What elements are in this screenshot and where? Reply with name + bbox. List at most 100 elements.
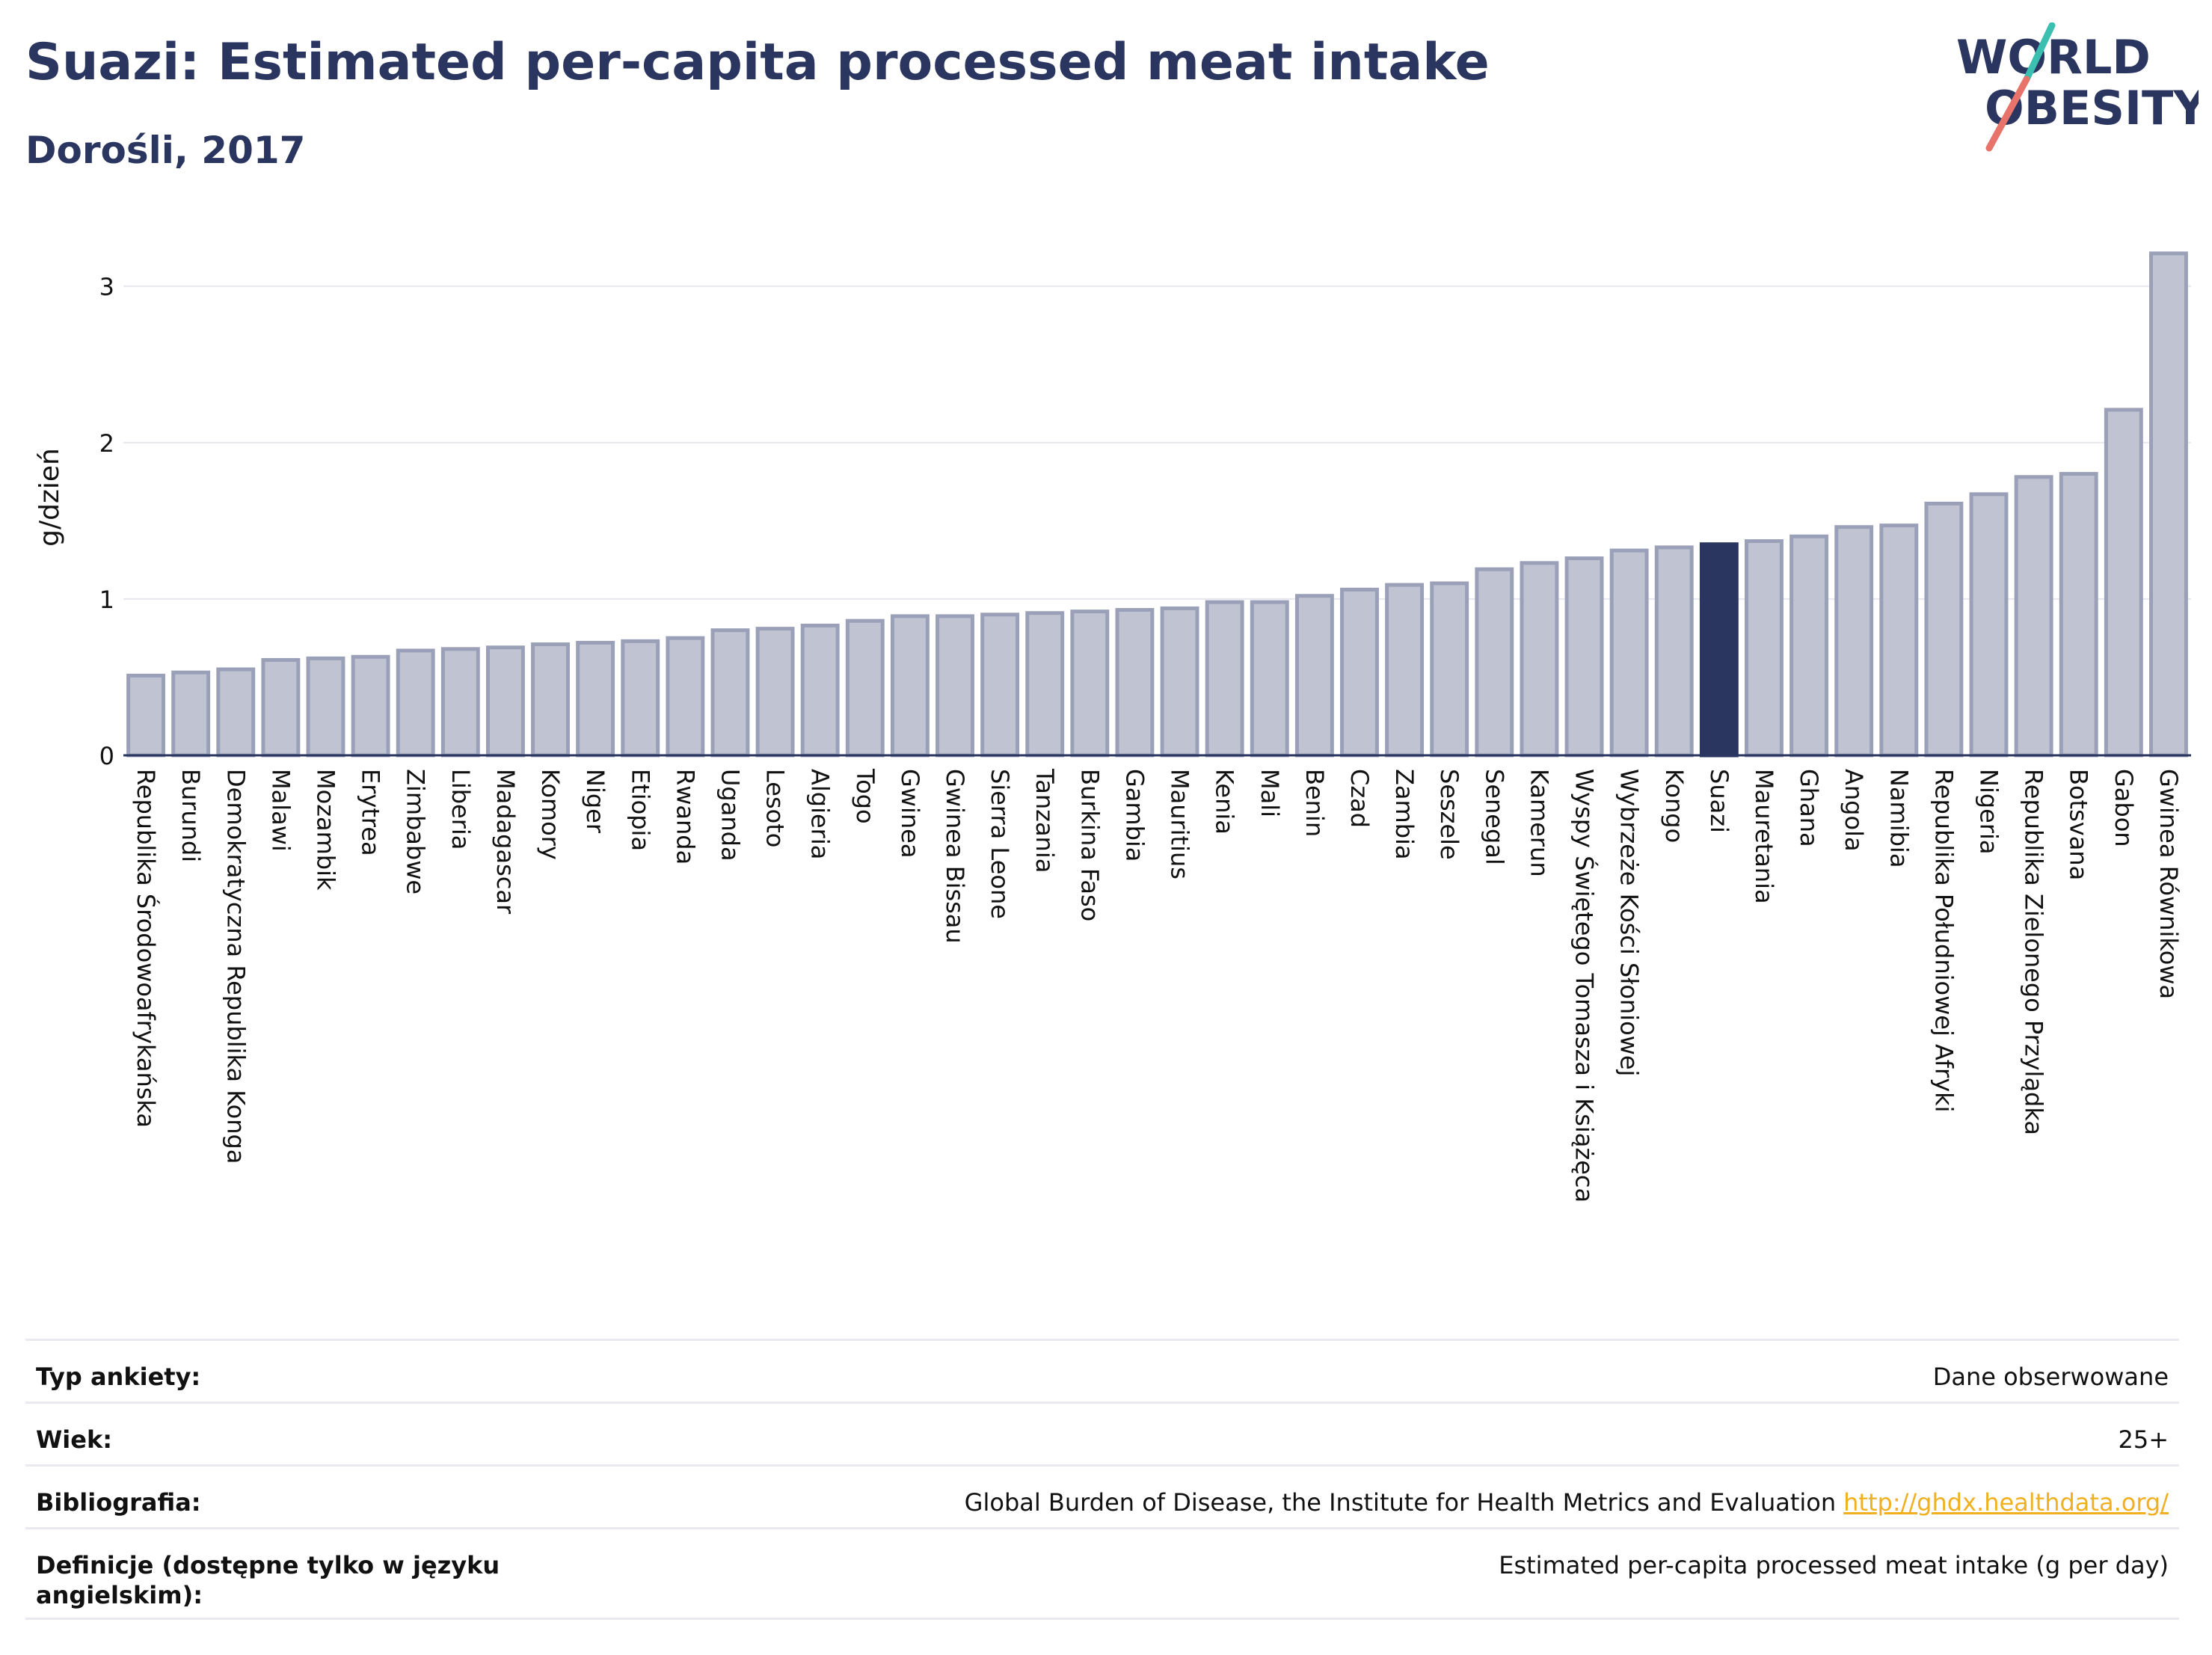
bibliography-text: Global Burden of Disease, the Institute … [964,1488,1837,1517]
bar [126,673,165,758]
info-value: Dane obserwowane [1932,1363,2169,1391]
bar [351,654,390,758]
bar [621,639,660,758]
x-tick-label: Kenia [1211,769,1239,835]
x-tick-label: Senegal [1480,769,1508,865]
x-tick-label: Benin [1300,769,1329,837]
logo-slash-teal [2023,22,2056,83]
x-tick-label: Kongo [1660,769,1689,843]
chart-title: Suazi: Estimated per-capita processed me… [25,33,1490,92]
bar [1025,611,1065,758]
bars [126,251,2188,758]
bar [261,657,301,758]
x-tick-label: Algieria [806,769,835,859]
info-value: Estimated per-capita processed meat inta… [1499,1551,2169,1579]
x-tick-label: Botsvana [2065,769,2093,880]
bar [1115,608,1155,758]
y-tick-label: 0 [99,742,114,770]
y-tick-label: 1 [99,586,114,614]
bar [710,628,750,758]
bar [1520,561,1559,758]
bar [755,627,795,758]
bar [1789,534,1829,758]
bar [1294,594,1334,758]
bibliography-link[interactable]: http://ghdx.healthdata.org/ [1843,1488,2169,1517]
bar [216,667,256,758]
x-tick-label: Zimbabwe [402,769,430,894]
x-tick-labels: Republika Środowoafrykańska Burundi Demokr… [132,768,2183,1203]
info-row-definitions: Definicje (dostępne tylko w języku angie… [25,1527,2179,1620]
x-tick-label: Czad [1345,769,1374,828]
x-tick-label: Lesoto [761,769,790,847]
x-tick-label: Togo [851,768,879,824]
bar [171,670,211,758]
bar [1609,548,1649,758]
y-axis-label: g/dzień [34,448,65,547]
bar [1070,610,1110,758]
x-tick-label: Burundi [176,769,205,862]
x-tick-label: Gwinea [896,769,924,858]
bar [531,642,570,758]
x-tick-label: Burkina Faso [1075,769,1104,921]
info-table: Typ ankiety: Dane obserwowane Wiek: 25+ … [25,1339,2179,1620]
x-tick-label: Madagascar [491,769,520,915]
world-obesity-logo: WORLD OBESITY [1956,22,2199,152]
bar [2104,408,2143,758]
x-tick-label: Zambia [1390,769,1419,860]
bar-chart: 0 1 2 3 Republika Środowoafrykańska Burundi D… [34,251,2191,1203]
bar [890,614,930,758]
y-tick-labels: 0 1 2 3 [99,273,114,770]
info-row-bibliography: Bibliografia: Global Burden of Disease, … [25,1464,2179,1527]
bar [845,618,885,758]
info-label: Typ ankiety: [36,1363,201,1391]
x-tick-label: Erytrea [357,769,385,856]
x-tick-label: Ghana [1795,769,1823,847]
bar [980,612,1020,758]
logo-text-obesity: OBESITY [1985,81,2199,135]
bar [1250,600,1289,758]
x-tick-label: Republika Południowej Afryki [1929,769,1958,1113]
x-tick-label: Niger [581,769,609,834]
bar [1745,539,1784,758]
x-tick-label: Tanzania [1030,768,1059,873]
logo-slash-red [1985,76,2030,152]
bar [800,623,840,758]
bar [2149,251,2188,758]
bar [1924,501,1964,758]
bar [1564,556,1604,758]
bar [1475,567,1514,758]
x-tick-label: Komory [536,769,565,860]
bar [1205,600,1244,758]
info-label: Definicje (dostępne tylko w języku angie… [36,1551,500,1609]
x-tick-label: Gabon [2110,769,2138,847]
x-tick-label: Gwinea Bissau [941,769,969,944]
x-tick-label: Etiopia [626,769,654,851]
bar [396,648,435,758]
x-tick-label: Demokratyczna Republika Konga [221,769,250,1164]
x-tick-label: Republika Środowoafrykańska [132,769,161,1128]
y-tick-label: 2 [99,429,114,458]
x-tick-label: Rwanda [671,769,699,865]
x-tick-label: Wyspy Świętego Tomasza i Książęca [1570,769,1600,1203]
bar [1160,606,1199,758]
bar [1879,523,1919,758]
x-tick-label: Angola [1840,769,1868,852]
chart-subtitle: Dorośli, 2017 [25,129,306,172]
x-tick-label: Malawi [266,769,295,852]
x-tick-label: Wybrzeże Kości Słoniowej [1615,769,1644,1076]
info-value: 25+ [2118,1425,2169,1454]
x-tick-label: Mali [1256,769,1284,817]
x-tick-label: Namibia [1884,769,1913,868]
x-tick-label: Gwinea Równikowa [2154,769,2183,999]
x-tick-label: Kamerun [1525,769,1553,877]
bar [1430,581,1469,758]
bar [485,645,525,758]
x-tick-label: Uganda [716,769,744,862]
info-row-age: Wiek: 25+ [25,1401,2179,1464]
bar [936,614,974,758]
info-row-survey-type: Typ ankiety: Dane obserwowane [25,1339,2179,1401]
info-label: Bibliografia: [36,1488,201,1517]
bar [306,656,345,758]
bar [2014,475,2053,758]
x-tick-label: Mozambik [311,769,340,891]
